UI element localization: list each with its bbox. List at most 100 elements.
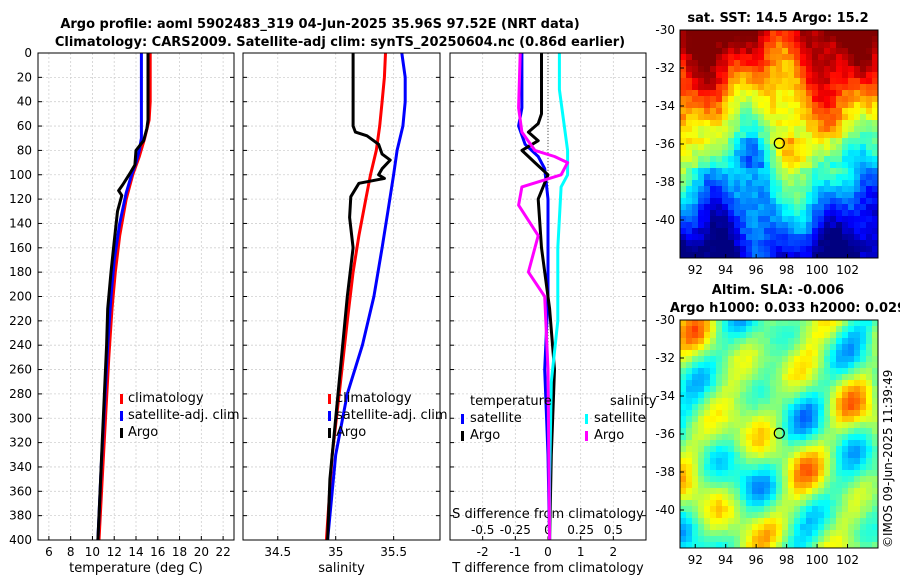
map-cell bbox=[806, 392, 812, 398]
map-cell bbox=[740, 476, 746, 482]
map-cell bbox=[692, 326, 698, 332]
map-cell bbox=[842, 114, 848, 120]
map-cell bbox=[872, 350, 878, 356]
map-cell bbox=[848, 500, 854, 506]
map-cell bbox=[776, 120, 782, 126]
map-cell bbox=[836, 222, 842, 228]
map-cell bbox=[728, 338, 734, 344]
map-cell bbox=[770, 434, 776, 440]
map-cell bbox=[686, 78, 692, 84]
map-cell bbox=[740, 404, 746, 410]
map-cell bbox=[704, 90, 710, 96]
map-cell bbox=[710, 488, 716, 494]
map-cell bbox=[848, 108, 854, 114]
map-cell bbox=[746, 132, 752, 138]
map-cell bbox=[848, 374, 854, 380]
depth-tick-label: 260 bbox=[9, 363, 32, 377]
map-cell bbox=[704, 72, 710, 78]
map-cell bbox=[842, 488, 848, 494]
map-cell bbox=[866, 84, 872, 90]
map-cell bbox=[800, 138, 806, 144]
map-cell bbox=[758, 542, 764, 548]
map-cell bbox=[830, 320, 836, 326]
map-cell bbox=[722, 524, 728, 530]
map-cell bbox=[812, 210, 818, 216]
map-cell bbox=[848, 398, 854, 404]
map-cell bbox=[692, 536, 698, 542]
map-cell bbox=[836, 48, 842, 54]
map-cell bbox=[794, 66, 800, 72]
map-cell bbox=[824, 210, 830, 216]
map-cell bbox=[836, 482, 842, 488]
map-cell bbox=[794, 186, 800, 192]
map-cell bbox=[830, 458, 836, 464]
map-cell bbox=[812, 192, 818, 198]
map-cell bbox=[698, 144, 704, 150]
map-cell bbox=[860, 464, 866, 470]
map-cell bbox=[740, 162, 746, 168]
map-cell bbox=[716, 240, 722, 246]
legend-swatch bbox=[120, 411, 123, 421]
map-cell bbox=[728, 252, 734, 258]
map-cell bbox=[704, 362, 710, 368]
map-cell bbox=[692, 356, 698, 362]
map-cell bbox=[836, 156, 842, 162]
map-cell bbox=[866, 138, 872, 144]
lat-tick-label: -34 bbox=[655, 99, 675, 113]
map-cell bbox=[698, 410, 704, 416]
map-cell bbox=[776, 446, 782, 452]
map-cell bbox=[788, 332, 794, 338]
map-cell bbox=[836, 464, 842, 470]
map-cell bbox=[752, 356, 758, 362]
map-cell bbox=[818, 332, 824, 338]
map-cell bbox=[842, 204, 848, 210]
map-cell bbox=[710, 320, 716, 326]
map-cell bbox=[830, 422, 836, 428]
map-cell bbox=[866, 476, 872, 482]
map-cell bbox=[740, 144, 746, 150]
map-cell bbox=[698, 228, 704, 234]
map-cell bbox=[698, 186, 704, 192]
map-cell bbox=[686, 332, 692, 338]
map-cell bbox=[854, 494, 860, 500]
map-cell bbox=[770, 198, 776, 204]
map-cell bbox=[788, 66, 794, 72]
map-cell bbox=[686, 380, 692, 386]
map-cell bbox=[788, 530, 794, 536]
map-cell bbox=[764, 210, 770, 216]
map-cell bbox=[860, 500, 866, 506]
map-cell bbox=[740, 66, 746, 72]
map-cell bbox=[842, 494, 848, 500]
map-cell bbox=[728, 150, 734, 156]
map-cell bbox=[692, 126, 698, 132]
map-cell bbox=[680, 60, 686, 66]
map-cell bbox=[722, 102, 728, 108]
map-cell bbox=[836, 476, 842, 482]
map-cell bbox=[866, 506, 872, 512]
map-cell bbox=[782, 90, 788, 96]
map-cell bbox=[860, 222, 866, 228]
map-cell bbox=[782, 114, 788, 120]
map-cell bbox=[722, 174, 728, 180]
map-cell bbox=[758, 512, 764, 518]
map-cell bbox=[788, 410, 794, 416]
map-cell bbox=[842, 54, 848, 60]
map-cell bbox=[800, 222, 806, 228]
map-cell bbox=[800, 512, 806, 518]
map-cell bbox=[698, 404, 704, 410]
map-cell bbox=[770, 398, 776, 404]
map-cell bbox=[764, 144, 770, 150]
map-cell bbox=[728, 216, 734, 222]
map-cell bbox=[812, 72, 818, 78]
map-cell bbox=[782, 198, 788, 204]
map-cell bbox=[830, 524, 836, 530]
map-cell bbox=[854, 48, 860, 54]
map-cell bbox=[782, 210, 788, 216]
map-cell bbox=[854, 338, 860, 344]
map-cell bbox=[860, 524, 866, 530]
map-cell bbox=[710, 234, 716, 240]
map-frame bbox=[679, 319, 879, 549]
map-cell bbox=[734, 156, 740, 162]
map-cell bbox=[818, 356, 824, 362]
map-cell bbox=[758, 368, 764, 374]
